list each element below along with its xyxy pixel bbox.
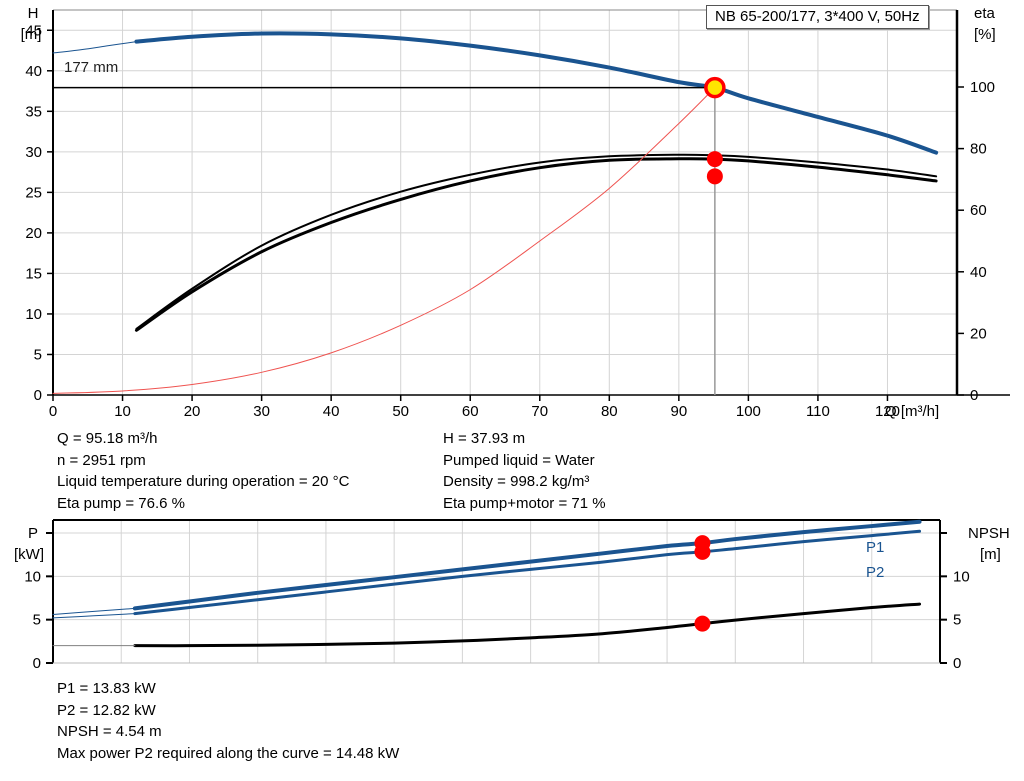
y-tick-label-left: 0: [33, 655, 41, 672]
y-axis-title-right-unit: [%]: [974, 26, 996, 43]
y-tick-label-left: 45: [25, 22, 42, 39]
x-tick-label: 20: [184, 403, 201, 420]
y-axis-title-left-unit: [kW]: [14, 546, 44, 563]
curve-power-reference-p2-thin-red-: [52, 87, 716, 394]
y-tick-label-left: 5: [34, 346, 42, 363]
top-chart-group: 0 5 10 15 20 25 30 35 40 45 0 20 40 60 80 100 0 10 20 30 40 5…: [21, 5, 1010, 420]
impeller-size-label: 177 mm: [64, 59, 118, 76]
operating-info-line-4: Eta pump+motor = 71 %: [443, 494, 606, 512]
x-tick-label: 110: [806, 403, 830, 420]
x-tick-label: 100: [736, 403, 761, 420]
y-axis-title-right-unit: [m]: [980, 546, 1001, 563]
x-tick-label: 10: [114, 403, 131, 420]
operating-info-line-2: n = 2951 rpm: [57, 451, 146, 469]
x-tick-label: 120: [875, 403, 900, 420]
operating-info-line-1: Q = 95.18 m³/h: [57, 430, 158, 447]
power-info-block: P1 = 13.83 kW P2 = 12.82 kW NPSH = 4.54 m M…: [57, 678, 399, 764]
power-info-line-2: P2 = 12.82 kW: [57, 701, 156, 719]
model-title-text: NB 65-200/177, 3*400 V, 50Hz: [715, 8, 920, 25]
curve-p1-thin-extension: [52, 607, 136, 615]
curve-p1: [132, 519, 922, 611]
x-tick-label: 90: [671, 403, 688, 420]
power-npsh-chart: 0 5 10 0 5 10 P [kW] NPSH [m] P1 P2: [14, 519, 1010, 672]
y-tick-label-right: 20: [970, 325, 987, 342]
x-tick-label: 60: [462, 403, 479, 420]
y-tick-label-right: 100: [970, 79, 995, 96]
duty-marker-p2: [694, 543, 711, 560]
head-eta-chart: 0 5 10 15 20 25 30 35 40 45 0 20 40 60 80 100 0 10 20 30 40 5…: [21, 5, 1010, 420]
y-tick-label-left: 35: [25, 103, 42, 120]
x-tick-label: 40: [323, 403, 340, 420]
power-info-line-3: NPSH = 4.54 m: [57, 723, 162, 740]
y-tick-label-right: 80: [970, 141, 987, 158]
y-tick-label-left: 20: [25, 225, 42, 242]
operating-info-line-2: Pumped liquid = Water: [443, 451, 595, 469]
operating-info-line-1: H = 37.93 m: [443, 430, 526, 447]
x-axis-title: Q [m³/h]: [885, 403, 939, 420]
x-tick-label: 30: [253, 403, 270, 420]
curve-eta-pump-motor: [135, 153, 938, 330]
duty-marker-eta-pump-motor: [706, 168, 723, 185]
y-tick-label-left: 5: [33, 612, 41, 629]
y-tick-label-right: 0: [970, 387, 978, 404]
y-tick-label-right: 5: [953, 612, 961, 629]
y-axis-title-left: H: [28, 5, 39, 22]
x-tick-label: 50: [392, 403, 409, 420]
bottom-chart-group: 0 5 10 0 5 10 P [kW] NPSH [m] P1 P2: [14, 519, 1010, 672]
y-tick-label-left: 10: [24, 568, 41, 585]
curve-177-mm-head-curve-thin-extension-: [52, 41, 137, 54]
y-tick-label-right: 40: [970, 264, 987, 281]
curve-eta-pump: [134, 157, 938, 332]
operating-info-left: Q = 95.18 m³/h n = 2951 rpm Liquid tempera…: [57, 428, 349, 514]
duty-point-marker[interactable]: [704, 76, 726, 99]
power-info-line-4: Max power P2 required along the curve = …: [57, 744, 400, 762]
operating-info-right: H = 37.93 m Pumped liquid = Water Density …: [443, 428, 606, 514]
x-tick-label: 0: [49, 403, 57, 420]
curve-177-mm-head-curve-thick-: [134, 31, 939, 155]
operating-info-line-3: Liquid temperature during operation = 20…: [57, 473, 350, 490]
duty-marker-npsh: [694, 615, 711, 632]
y-tick-label-left: 30: [25, 144, 42, 161]
x-tick-label: 70: [531, 403, 548, 420]
duty-marker-eta-pump: [706, 151, 723, 168]
curve-p2: [133, 529, 922, 616]
y-tick-label-right: 60: [970, 202, 987, 219]
y-tick-label-left: 15: [25, 265, 42, 282]
operating-info-line-3: Density = 998.2 kg/m³: [443, 473, 590, 490]
y-tick-label-right: 0: [953, 655, 961, 672]
y-tick-label-right: 10: [953, 568, 970, 585]
y-axis-title-right: eta: [974, 5, 996, 22]
series-label-p2: P2: [866, 564, 884, 581]
y-tick-label-left: 40: [25, 63, 42, 80]
y-tick-label-left: 25: [25, 184, 42, 201]
y-tick-label-left: 0: [34, 387, 42, 404]
power-info-line-1: P1 = 13.83 kW: [57, 680, 156, 697]
model-title-box: NB 65-200/177, 3*400 V, 50Hz: [706, 5, 929, 29]
series-label-p1: P1: [866, 539, 884, 556]
curve-npsh: [133, 602, 922, 648]
y-tick-label-left: 10: [25, 306, 42, 323]
x-tick-label: 80: [601, 403, 618, 420]
operating-info-line-4: Eta pump = 76.6 %: [57, 494, 185, 512]
curve-p2-thin-extension: [52, 613, 136, 619]
y-axis-title-left-unit: [m]: [21, 26, 42, 43]
y-axis-title-left: P: [28, 525, 38, 542]
y-axis-title-right: NPSH: [968, 525, 1010, 542]
